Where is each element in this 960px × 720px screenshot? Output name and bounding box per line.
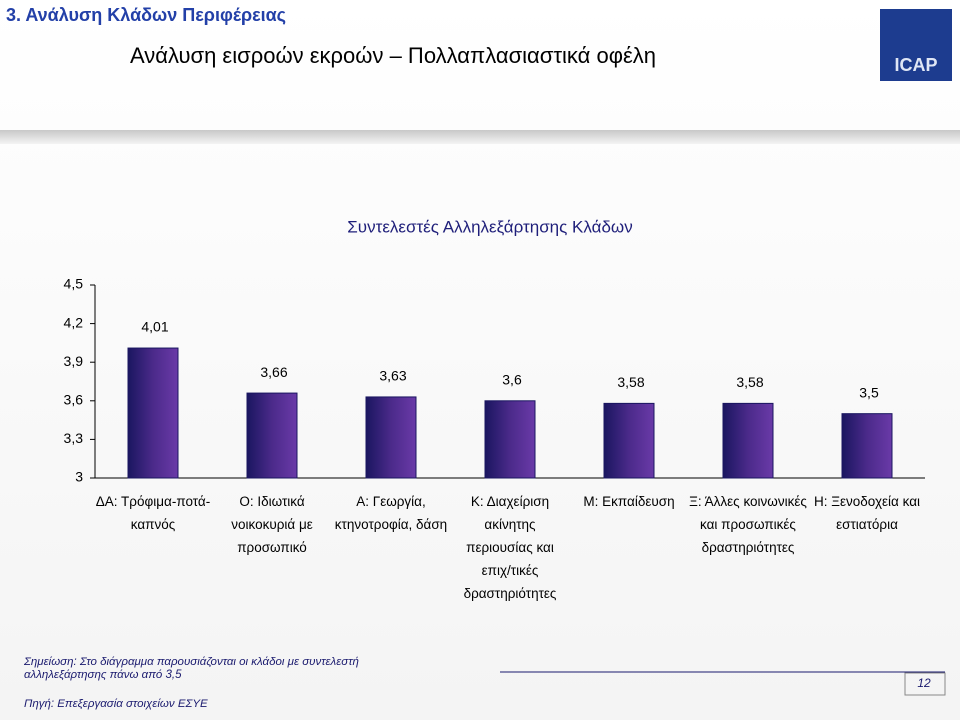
x-tick-label: Μ: Εκπαίδευση (583, 494, 675, 509)
bar (127, 347, 179, 479)
value-label: 3,66 (260, 364, 287, 380)
x-tick-label: ΔΑ: Τρόφιμα-ποτά-καπνός (95, 494, 211, 532)
x-tick-label: Ξ: Άλλες κοινωνικές και προσωπικές δραστ… (689, 494, 807, 555)
chart-title: Συντελεστές Αλληλεξάρτησης Κλάδων (347, 217, 632, 236)
bar (722, 402, 774, 479)
y-tick-label: 3,9 (64, 353, 84, 369)
logo (880, 9, 952, 81)
y-tick-label: 3,6 (64, 392, 84, 408)
header-band (0, 130, 960, 144)
section-title: 3. Ανάλυση Κλάδων Περιφέρειας (6, 5, 286, 25)
x-tick-label: Ο: Ιδιωτικά νοικοκυριά με προσωπικό (231, 494, 313, 555)
value-label: 4,01 (141, 319, 168, 335)
note-line: Σημείωση: Στο διάγραμμα παρουσιάζονται ο… (24, 656, 359, 668)
y-tick-label: 4,5 (64, 276, 84, 292)
value-label: 3,6 (502, 372, 522, 388)
value-label: 3,63 (379, 368, 406, 384)
x-tick-label: Η: Ξενοδοχεία και εστιατόρια (813, 494, 920, 532)
x-tick-label: Α: Γεωργία, κτηνοτροφία, δάση (334, 494, 448, 532)
slide-title: Ανάλυση εισροών εκροών – Πολλαπλασιαστικ… (130, 43, 656, 68)
value-label: 3,58 (736, 374, 763, 390)
bar (365, 396, 417, 479)
value-label: 3,5 (859, 384, 879, 400)
source: Πηγή: Επεξεργασία στοιχείων ΕΣΥΕ (24, 698, 208, 710)
page-box (904, 672, 946, 696)
bar (603, 402, 655, 479)
y-tick-label: 3 (75, 469, 83, 485)
bar (841, 413, 893, 479)
page-number: 12 (917, 676, 931, 690)
x-tick-label: Κ: Διαχείριση ακίνητης περιουσίας και επ… (463, 494, 557, 601)
note-line: αλληλεξάρτησης πάνω από 3,5 (24, 669, 182, 681)
logo-text: ICAP (894, 55, 937, 75)
y-tick-label: 4,2 (64, 314, 84, 330)
y-tick-label: 3,3 (64, 430, 84, 446)
bar (246, 392, 298, 479)
bar (484, 400, 536, 479)
value-label: 3,58 (617, 374, 644, 390)
